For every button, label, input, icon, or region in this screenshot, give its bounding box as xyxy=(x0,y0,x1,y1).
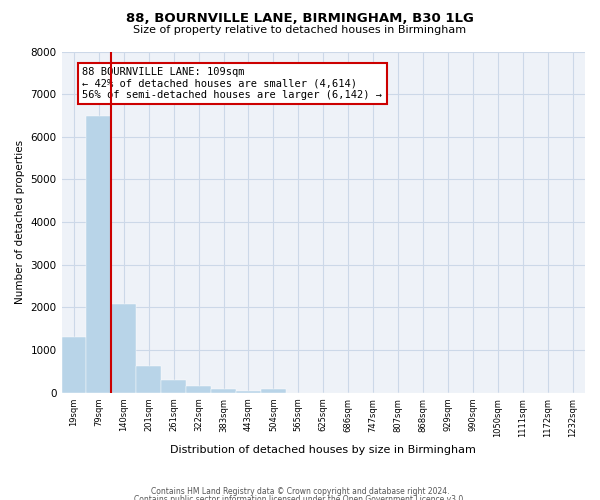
Text: Size of property relative to detached houses in Birmingham: Size of property relative to detached ho… xyxy=(133,25,467,35)
Bar xyxy=(136,366,161,393)
Text: 88, BOURNVILLE LANE, BIRMINGHAM, B30 1LG: 88, BOURNVILLE LANE, BIRMINGHAM, B30 1LG xyxy=(126,12,474,26)
Bar xyxy=(261,388,286,393)
Bar xyxy=(112,304,136,393)
Bar xyxy=(211,390,236,393)
Text: Contains HM Land Registry data © Crown copyright and database right 2024.: Contains HM Land Registry data © Crown c… xyxy=(151,488,449,496)
Bar xyxy=(62,338,86,393)
Y-axis label: Number of detached properties: Number of detached properties xyxy=(15,140,25,304)
Text: Contains public sector information licensed under the Open Government Licence v3: Contains public sector information licen… xyxy=(134,495,466,500)
Bar xyxy=(161,380,186,393)
Bar xyxy=(236,390,261,393)
Bar xyxy=(186,386,211,393)
Text: 88 BOURNVILLE LANE: 109sqm
← 42% of detached houses are smaller (4,614)
56% of s: 88 BOURNVILLE LANE: 109sqm ← 42% of deta… xyxy=(82,67,382,100)
X-axis label: Distribution of detached houses by size in Birmingham: Distribution of detached houses by size … xyxy=(170,445,476,455)
Bar xyxy=(86,116,112,393)
